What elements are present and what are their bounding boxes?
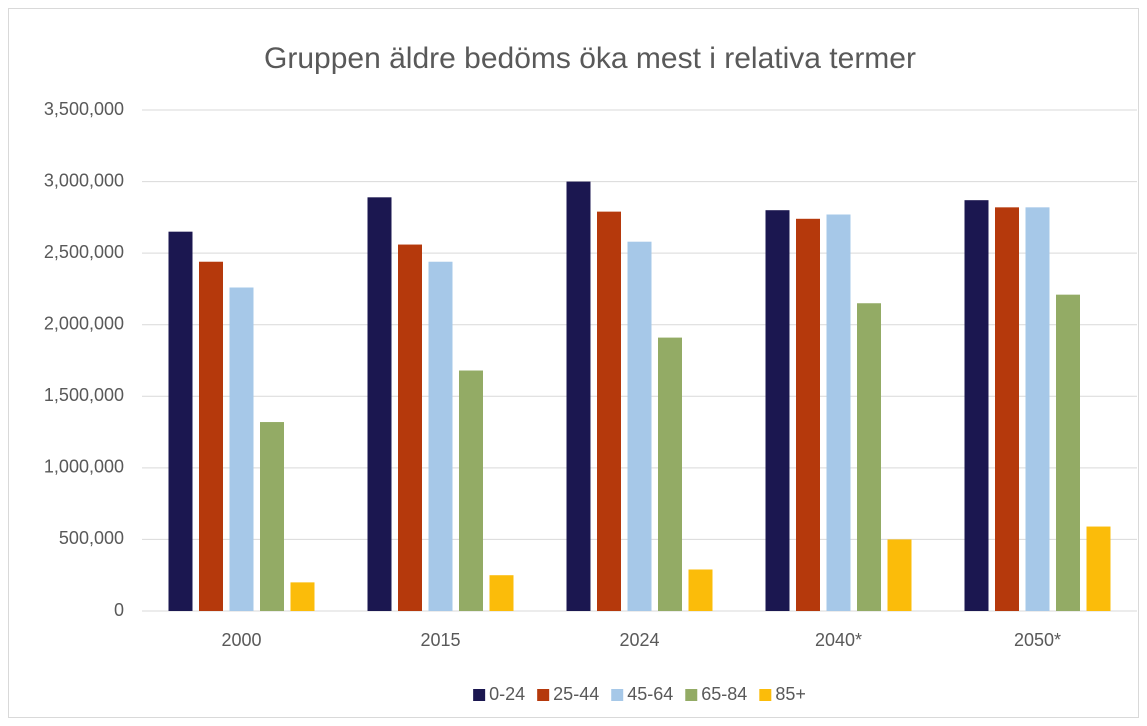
legend-swatch bbox=[537, 689, 550, 701]
bar bbox=[229, 287, 254, 611]
bar bbox=[627, 241, 652, 612]
y-tick-label: 3,500,000 bbox=[44, 99, 124, 119]
bar bbox=[1025, 207, 1050, 611]
bar bbox=[1056, 294, 1080, 611]
legend-label: 45-64 bbox=[627, 684, 673, 704]
x-tick-label: 2015 bbox=[420, 630, 460, 650]
bar bbox=[428, 261, 453, 611]
y-tick-label: 2,500,000 bbox=[44, 242, 124, 262]
bar bbox=[168, 231, 193, 611]
bar bbox=[398, 244, 422, 611]
bar bbox=[765, 210, 790, 611]
bar bbox=[566, 181, 591, 612]
legend-swatch bbox=[473, 689, 486, 701]
y-tick-label: 1,500,000 bbox=[44, 385, 124, 405]
y-tick-label: 3,000,000 bbox=[44, 170, 124, 190]
chart-title: Gruppen äldre bedöms öka mest i relativa… bbox=[264, 42, 916, 75]
legend-label: 65-84 bbox=[701, 684, 747, 704]
legend-label: 85+ bbox=[775, 684, 806, 704]
y-tick-label: 2,000,000 bbox=[44, 313, 124, 333]
bar bbox=[826, 214, 851, 611]
x-tick-label: 2024 bbox=[619, 630, 659, 650]
y-tick-label: 0 bbox=[114, 600, 124, 620]
bar bbox=[857, 303, 881, 611]
bar bbox=[1086, 526, 1111, 611]
bar bbox=[260, 422, 284, 611]
bar bbox=[887, 539, 912, 611]
legend-swatch bbox=[759, 689, 772, 701]
x-tick-label: 2050* bbox=[1014, 630, 1061, 650]
x-tick-label: 2000 bbox=[221, 630, 261, 650]
y-tick-label: 500,000 bbox=[59, 528, 124, 548]
legend-label: 0-24 bbox=[489, 684, 525, 704]
bar bbox=[199, 261, 223, 611]
bar bbox=[489, 575, 514, 611]
bar bbox=[658, 337, 682, 611]
bar bbox=[290, 582, 315, 611]
legend-label: 25-44 bbox=[553, 684, 599, 704]
bar bbox=[459, 370, 483, 611]
legend-swatch bbox=[685, 689, 698, 701]
bar bbox=[688, 569, 713, 611]
bar bbox=[995, 207, 1019, 611]
y-tick-label: 1,000,000 bbox=[44, 457, 124, 477]
bar bbox=[367, 197, 392, 611]
x-tick-label: 2040* bbox=[815, 630, 862, 650]
bar bbox=[964, 200, 989, 611]
legend-swatch bbox=[611, 689, 624, 701]
bar bbox=[597, 211, 621, 612]
bar bbox=[796, 218, 820, 611]
